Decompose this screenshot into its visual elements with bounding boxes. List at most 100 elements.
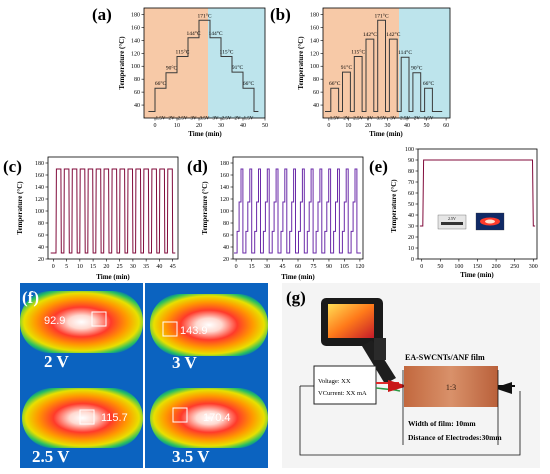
- y-tick-label: 40: [38, 245, 44, 251]
- x-tick-label: 105: [340, 264, 349, 270]
- step-voltage-label: 2V: [168, 117, 175, 122]
- y-tick-label: 140: [220, 185, 229, 191]
- y-tick-label: 80: [313, 77, 319, 83]
- y-tick-label: 0: [411, 257, 414, 263]
- thermal-tile-3-crosshair-icon: [79, 409, 95, 425]
- panel-c: 0 5 10 15 20 25 30 35 40 45 20 40 60 80 100 120 140 160 1…: [3, 156, 179, 281]
- x-tick-label: 25: [117, 264, 123, 270]
- panel-e-y-ticks: 0 10 20 30 40 50 60 70 80 90 100: [405, 147, 418, 263]
- pulse-temp-label: 66°C: [423, 80, 435, 87]
- x-tick-label: 30: [384, 123, 390, 129]
- panel-c-frame: [47, 156, 179, 260]
- pulse-voltage-label: 2.5V: [400, 117, 410, 122]
- panel-e-x-label: Time (min): [460, 271, 494, 279]
- panel-b-y-label: Temperature (°C): [297, 36, 305, 90]
- x-tick-label: 30: [264, 264, 270, 270]
- thermal-tile-3: 115.7 2.5 V: [20, 378, 143, 468]
- x-tick-label: 10: [174, 123, 180, 129]
- y-tick-label: 80: [223, 221, 229, 227]
- y-tick-label: 60: [134, 90, 140, 96]
- y-tick-label: 60: [313, 90, 319, 96]
- x-tick-label: 50: [262, 123, 268, 129]
- step-voltage-label: 1.5V: [244, 117, 254, 122]
- thermal-tile-1-hotspot: [20, 291, 143, 353]
- y-tick-label: 100: [310, 64, 319, 70]
- panel-b-x-ticks: 0 10 20 30 40 50 60: [327, 118, 449, 129]
- panel-c-series-line: [50, 168, 176, 254]
- y-tick-label: 40: [223, 245, 229, 251]
- x-tick-label: 250: [510, 264, 519, 270]
- panel-e-label: (e): [369, 157, 388, 176]
- x-tick-label: 20: [103, 264, 109, 270]
- x-tick-label: 40: [156, 264, 162, 270]
- thermal-tile-2: 143.9 3 V: [145, 283, 268, 378]
- inset-film: [441, 222, 463, 225]
- panel-b-series-line: [325, 19, 443, 112]
- x-tick-label: 40: [404, 123, 410, 129]
- pulse-temp-label: 90°C: [411, 65, 423, 72]
- pulse-voltage-label: 2V: [414, 117, 421, 122]
- thermal-tile-1-voltage: 2 V: [44, 352, 69, 371]
- x-tick-label: 10: [77, 264, 83, 270]
- panel-e-x-ticks: 0 50 100 150 200 250 300: [420, 259, 538, 270]
- y-tick-label: 70: [408, 180, 414, 186]
- y-tick-label: 140: [310, 38, 319, 44]
- pulse-temp-label: 91°C: [341, 64, 353, 71]
- panel-a-y-label: Temperature (°C): [118, 36, 126, 90]
- x-tick-label: 60: [295, 264, 301, 270]
- panel-d-y-ticks: 20 40 60 80 100 120 140 160 180: [220, 161, 233, 263]
- panel-c-plot-area: [48, 157, 178, 259]
- camera-screen: [328, 304, 374, 338]
- y-tick-label: 160: [35, 173, 44, 179]
- x-tick-label: 0: [235, 264, 238, 270]
- film-width-label: Width of film: 10mm: [408, 419, 476, 428]
- step-voltage-label: 2.5V: [178, 117, 188, 122]
- x-tick-label: 0: [52, 264, 55, 270]
- pulse-temp-label: 114°C: [398, 49, 412, 56]
- supply-voltage-readout: Voltage: XX: [318, 378, 351, 385]
- panel-b-y-ticks: 40 60 80 100 120 140 160 180: [310, 12, 323, 109]
- panel-e-y-label: Temperature (°C): [390, 179, 398, 233]
- thermal-tile-4-crosshair-icon: [172, 407, 188, 423]
- x-tick-label: 35: [143, 264, 149, 270]
- panel-e-series-line: [419, 159, 536, 227]
- inset-voltage-label: 2.5V: [448, 216, 456, 221]
- thermal-tile-1-temp: 92.9: [44, 315, 65, 327]
- y-tick-label: 180: [35, 161, 44, 167]
- power-supply-box: [313, 365, 377, 405]
- y-tick-label: 160: [220, 173, 229, 179]
- step-temp-label: 66°C: [155, 80, 167, 87]
- step-voltage-label: 2V: [234, 117, 241, 122]
- y-tick-label: 160: [131, 25, 140, 31]
- y-tick-label: 180: [131, 12, 140, 18]
- panel-d-series-line: [234, 168, 361, 254]
- panel-f: 92.9 2 V 143.9 3 V 115.7 2.5 V 170.4 3.5…: [20, 283, 268, 468]
- step-temp-label: 144°C: [208, 30, 222, 37]
- x-tick-label: 150: [473, 264, 482, 270]
- y-tick-label: 90: [408, 158, 414, 164]
- pulse-voltage-label: 3.5V: [377, 117, 387, 122]
- panel-d-x-ticks: 0 15 30 45 60 75 90 105 120: [235, 259, 364, 270]
- y-tick-label: 60: [223, 233, 229, 239]
- panel-a-y-ticks: 40 60 80 100 120 140 160 180: [131, 12, 144, 109]
- x-tick-label: 300: [529, 264, 538, 270]
- step-voltage-label: 3V: [212, 117, 219, 122]
- pulse-voltage-label: 2.5V: [353, 117, 363, 122]
- x-tick-label: 50: [437, 264, 443, 270]
- film-sample: [404, 366, 498, 407]
- thermal-tile-3-temp: 115.7: [101, 412, 128, 424]
- panel-g: Voltage: XX VCurrent: XX mA 1:3 EA-SWCNT…: [282, 283, 540, 468]
- y-tick-label: 140: [131, 38, 140, 44]
- panel-b-frame: [322, 7, 451, 119]
- panel-c-y-ticks: 20 40 60 80 100 120 140 160 180: [35, 161, 48, 263]
- thermal-tile-4-hotspot: [150, 388, 268, 448]
- panel-b: 66°C 1.5V 91°C 2V 115°C 2.5V 142°C 3V 171°C 3.5V 1…: [270, 5, 451, 138]
- thermal-tile-4-voltage: 3.5 V: [172, 447, 210, 466]
- red-clip: [388, 380, 408, 392]
- y-tick-label: 40: [408, 213, 414, 219]
- y-tick-label: 60: [408, 191, 414, 197]
- electrode-distance-label: Distance of Electrodes:30mm: [408, 433, 502, 442]
- panel-c-y-label: Temperature (°C): [16, 181, 24, 235]
- panel-e-plot-area: [418, 149, 537, 259]
